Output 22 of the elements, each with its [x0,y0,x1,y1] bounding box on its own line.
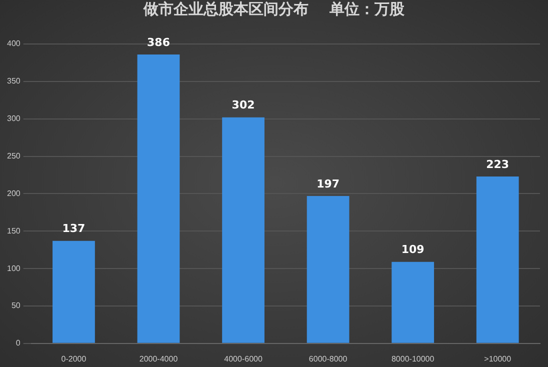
x-tick-label: 6000-8000 [308,354,348,364]
y-tick-label: 400 [6,39,21,48]
y-tick-label: 250 [6,151,21,160]
data-label: 109 [401,243,424,256]
x-tick-label: >10000 [484,354,512,364]
data-label: 197 [316,177,340,190]
y-tick-label: 150 [6,226,21,236]
data-label: 223 [486,158,510,171]
x-tick-label: 2000-4000 [139,354,178,364]
data-label: 386 [147,36,170,49]
chart-title: 做市企业总股本区间分布 单位：万股 [142,0,406,20]
y-tick-label: 200 [6,188,21,198]
y-tick-label: 0 [16,338,21,348]
y-tick-label: 50 [11,301,21,310]
x-tick-label: 0-2000 [61,354,87,364]
data-label: 137 [62,222,86,236]
y-tick-label: 300 [6,114,21,124]
x-tick-label: 8000-10000 [391,354,435,364]
y-tick-label: 100 [6,264,21,273]
x-tick-label: 4000-6000 [224,354,263,364]
data-label: 302 [232,98,255,112]
y-tick-label: 350 [6,76,21,86]
